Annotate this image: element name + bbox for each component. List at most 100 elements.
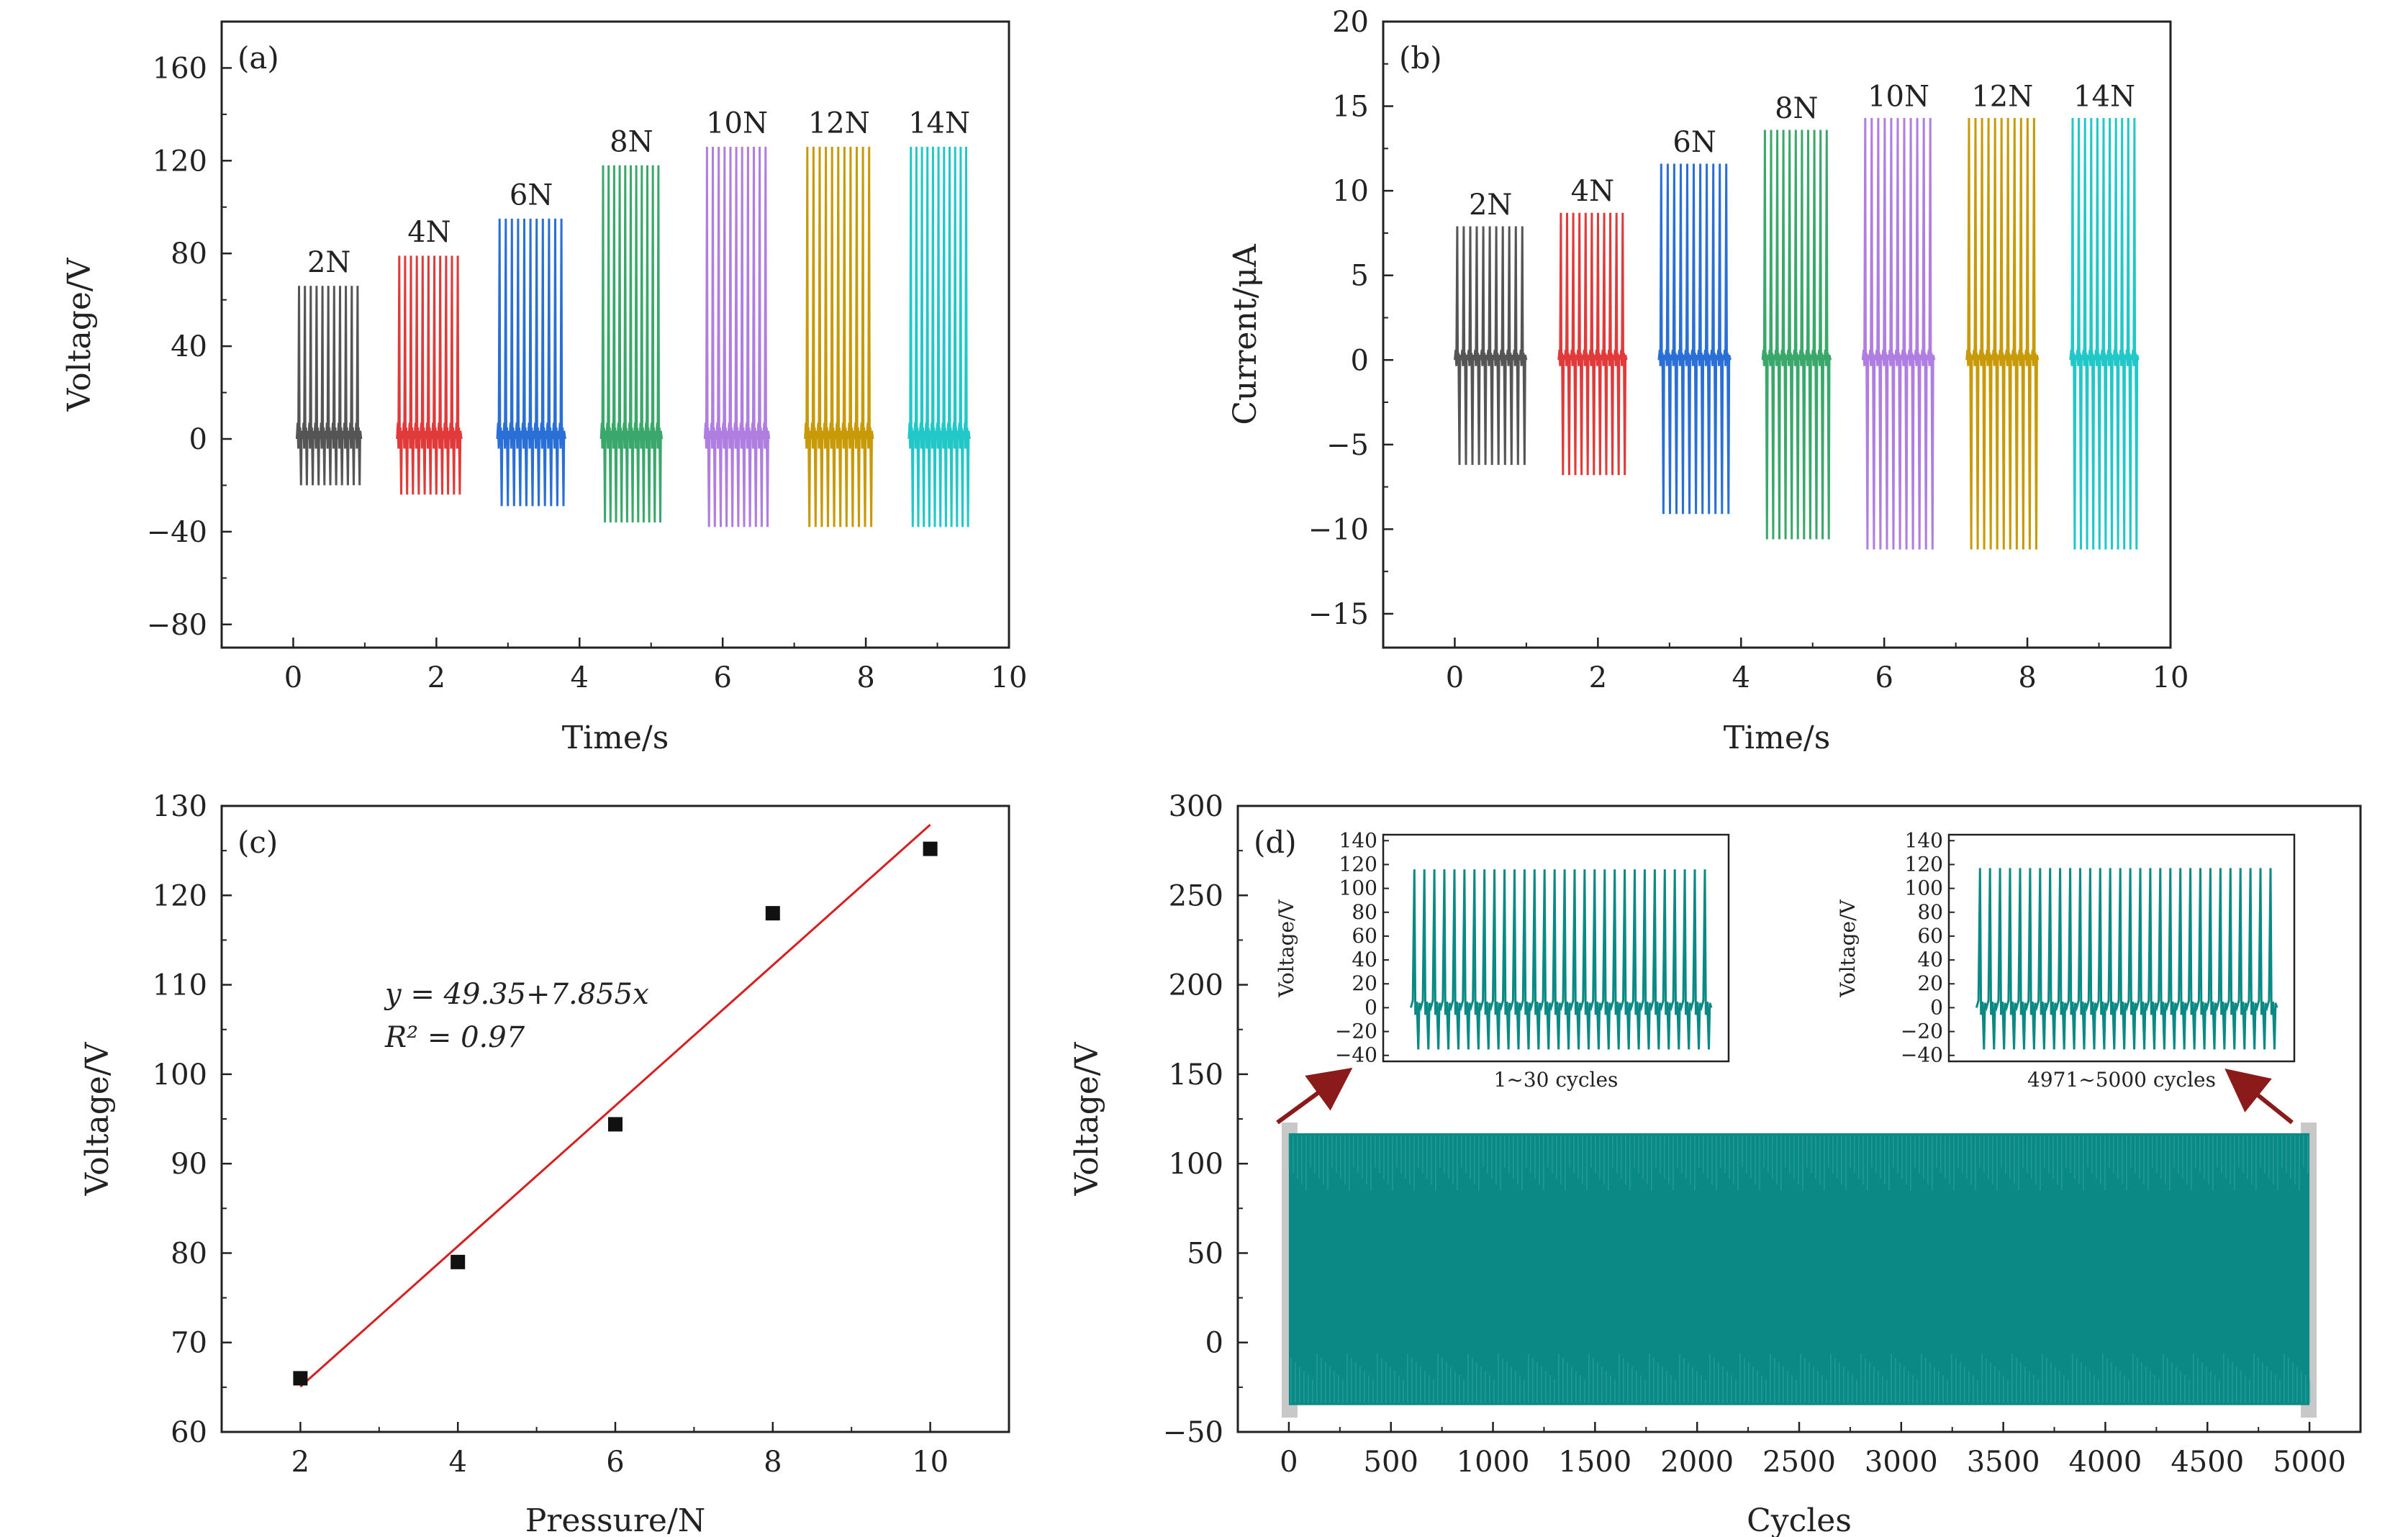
panel-a-ytick-label: 120 xyxy=(153,145,207,178)
fit-line xyxy=(299,823,931,1388)
panel-c: (c) Pressure/N Voltage/V y = 49.35+7.855… xyxy=(79,790,1010,1537)
panel-b-series-4N xyxy=(1557,212,1628,476)
inset-ytick-label: −40 xyxy=(1335,1043,1377,1067)
inset-ytick-label: 140 xyxy=(1905,828,1943,852)
inset-ytick-label: 0 xyxy=(1930,995,1943,1019)
panel-b-series-6N xyxy=(1657,163,1732,514)
panel-b-series-label: 8N xyxy=(1775,92,1818,125)
panel-d-xtick-label: 4000 xyxy=(2069,1446,2142,1479)
panel-b-series-label: 6N xyxy=(1673,126,1716,159)
panel-b-ytick-label: −10 xyxy=(1308,513,1369,546)
panel-d-xtick-label: 2000 xyxy=(1660,1446,1734,1479)
long-cycle-texture xyxy=(1288,1135,2311,1403)
panel-a-ytick-label: 0 xyxy=(189,423,207,456)
panel-c-xlabel: Pressure/N xyxy=(525,1502,706,1537)
scatter-point xyxy=(765,906,780,921)
panel-d-ytick-label: 150 xyxy=(1169,1058,1223,1092)
panel-c-xtick-label: 2 xyxy=(291,1446,309,1479)
inset-2-ylabel: Voltage/V xyxy=(1836,899,1860,997)
panel-d-xtick-label: 3500 xyxy=(1967,1446,2040,1479)
panel-b-ytick-label: −5 xyxy=(1326,429,1369,462)
panel-a-xtick-label: 4 xyxy=(571,661,589,694)
panel-b-series-label: 2N xyxy=(1469,189,1512,222)
inset-1-xlabel: 1~30 cycles xyxy=(1494,1068,1619,1092)
panel-b-ytick-label: 5 xyxy=(1351,260,1369,293)
panel-b-xtick-label: 0 xyxy=(1446,661,1464,694)
panel-a-ytick-label: −80 xyxy=(147,609,207,642)
panel-d-xtick-label: 5000 xyxy=(2273,1446,2346,1479)
panel-b-ylabel: Current/μA xyxy=(1227,243,1264,425)
fit-r-squared: R² = 0.97 xyxy=(384,1021,525,1054)
inset-first-cycles: 1~30 cycles Voltage/V −40−20020406080100… xyxy=(1275,828,1730,1092)
panel-a-series-label: 8N xyxy=(610,125,653,158)
inset-ytick-label: 100 xyxy=(1339,876,1377,900)
panel-c-ytick-label: 100 xyxy=(153,1058,207,1092)
panel-c-xtick-label: 6 xyxy=(606,1446,624,1479)
panel-a-xtick-label: 0 xyxy=(284,661,302,694)
panel-d-ytick-label: −50 xyxy=(1163,1416,1223,1449)
panel-b-series-12N xyxy=(1965,117,2040,550)
inset-ytick-label: 60 xyxy=(1917,924,1943,948)
panel-b-series-label: 12N xyxy=(1971,81,2033,114)
inset-ytick-label: 20 xyxy=(1917,971,1943,995)
panel-a-ylabel: Voltage/V xyxy=(61,257,98,412)
panel-b-xtick-label: 10 xyxy=(2153,661,2189,694)
panel-c-xtick-label: 8 xyxy=(764,1446,782,1479)
panel-c-ytick-label: 120 xyxy=(153,879,207,912)
panel-b-series-2N xyxy=(1454,226,1528,466)
inset-1-ylabel: Voltage/V xyxy=(1275,899,1298,997)
panel-b-ytick-label: 0 xyxy=(1351,344,1369,377)
panel-b-series-label: 10N xyxy=(1868,81,1929,114)
panel-a-series-14N xyxy=(907,146,971,527)
panel-a-xtick-label: 10 xyxy=(991,661,1028,694)
panel-c-label: (c) xyxy=(237,825,278,860)
panel-d-ytick-label: 100 xyxy=(1169,1148,1223,1181)
inset-ytick-label: 40 xyxy=(1352,948,1377,971)
panel-b: (b) Time/s Current/μA 0 2 4 6 8 10 −15 −10 −5 0 5 1… xyxy=(1227,6,2189,756)
panel-a-series-8N xyxy=(599,165,664,523)
inset-signal xyxy=(1975,868,2278,1050)
panel-c-ytick-label: 70 xyxy=(171,1327,207,1360)
scatter-point xyxy=(923,841,938,856)
panel-b-ytick-label: −15 xyxy=(1308,598,1369,631)
panel-a-series-label: 2N xyxy=(307,246,350,279)
panel-b-series-8N xyxy=(1761,130,1832,540)
panel-a-ytick-label: 40 xyxy=(171,330,207,363)
panel-d-ytick-label: 50 xyxy=(1187,1237,1223,1270)
panel-a-series-label: 10N xyxy=(706,107,768,140)
panel-c-ytick-label: 90 xyxy=(171,1148,207,1181)
panel-d-ylabel: Voltage/V xyxy=(1069,1041,1105,1196)
inset-ytick-label: 40 xyxy=(1917,948,1943,971)
scatter-point xyxy=(293,1371,308,1386)
panel-b-xtick-label: 6 xyxy=(1875,661,1893,694)
panel-b-xtick-label: 4 xyxy=(1732,661,1750,694)
panel-a-series-12N xyxy=(804,146,874,527)
arrow-to-inset-2 xyxy=(2224,1069,2294,1125)
inset-ytick-label: 120 xyxy=(1339,852,1377,876)
panel-a-series-label: 6N xyxy=(510,179,553,212)
panel-a-xtick-label: 2 xyxy=(427,661,445,694)
panel-b-xlabel: Time/s xyxy=(1724,720,1831,756)
panel-b-series-label: 4N xyxy=(1571,175,1614,208)
panel-a-xtick-label: 6 xyxy=(713,661,731,694)
panel-d-xtick-label: 3000 xyxy=(1865,1446,1938,1479)
panel-a: (a) Time/s Voltage/V 0 2 4 6 8 10 −80 −40 0 40 80 1… xyxy=(61,20,1028,756)
panel-b-label: (b) xyxy=(1399,40,1442,76)
inset-ytick-label: −40 xyxy=(1901,1043,1943,1067)
panel-a-series-2N xyxy=(295,286,363,486)
panel-d-xtick-label: 1500 xyxy=(1558,1446,1631,1479)
panel-c-ytick-label: 60 xyxy=(171,1416,207,1449)
panel-a-series-label: 4N xyxy=(407,216,451,249)
panel-a-xtick-label: 8 xyxy=(856,661,874,694)
panel-c-ytick-label: 110 xyxy=(153,969,207,1002)
inset-ytick-label: −20 xyxy=(1335,1020,1377,1043)
panel-b-series-10N xyxy=(1861,117,1936,550)
panel-d-xlabel: Cycles xyxy=(1747,1502,1852,1537)
inset-ytick-label: 100 xyxy=(1905,876,1943,900)
inset-ytick-label: 20 xyxy=(1352,971,1377,995)
arrow-to-inset-1 xyxy=(1276,1067,1353,1125)
panel-a-ytick-label: 160 xyxy=(153,52,207,85)
panel-d: (d) Cycles Voltage/V 0 500 1000 1500 2000 250… xyxy=(1069,790,2362,1537)
panel-b-ytick-label: 10 xyxy=(1332,175,1369,208)
panel-d-label: (d) xyxy=(1254,825,1297,860)
